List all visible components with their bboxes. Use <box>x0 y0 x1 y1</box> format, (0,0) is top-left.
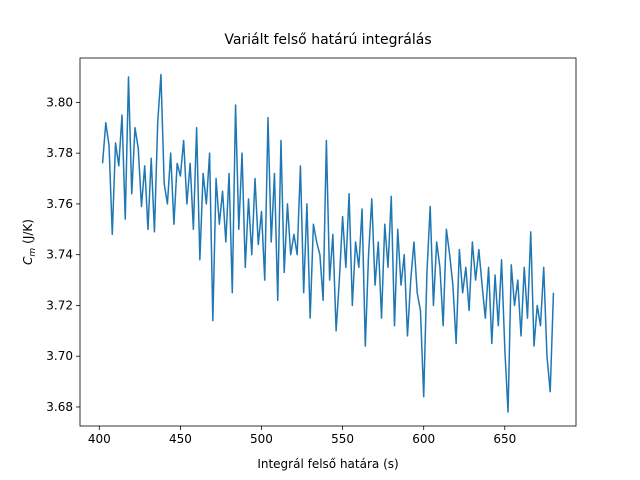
y-label-symbol: C <box>21 256 35 265</box>
y-tick-label: 3.78 <box>46 146 73 160</box>
y-tick-label: 3.76 <box>46 197 73 211</box>
y-tick-label: 3.80 <box>46 95 73 109</box>
x-tick-label: 400 <box>88 432 111 446</box>
y-label-unit: (J/K) <box>21 219 35 244</box>
y-axis-label: Cm (J/K) <box>21 219 38 265</box>
y-tick-label: 3.68 <box>46 400 73 414</box>
x-tick-label: 600 <box>412 432 435 446</box>
y-tick-label: 3.72 <box>46 298 73 312</box>
chart-title: Variált felső határú integrálás <box>224 32 431 48</box>
x-tick-label: 550 <box>331 432 354 446</box>
x-axis-label: Integrál felső határa (s) <box>257 457 398 471</box>
data-line <box>101 73 555 413</box>
x-tick-label: 450 <box>169 432 192 446</box>
x-tick-label: 650 <box>493 432 516 446</box>
x-tick-label: 500 <box>250 432 273 446</box>
y-tick-label: 3.70 <box>46 349 73 363</box>
y-tick-label: 3.74 <box>46 248 73 262</box>
y-label-subscript: m <box>28 248 38 257</box>
plot-frame <box>79 57 577 427</box>
